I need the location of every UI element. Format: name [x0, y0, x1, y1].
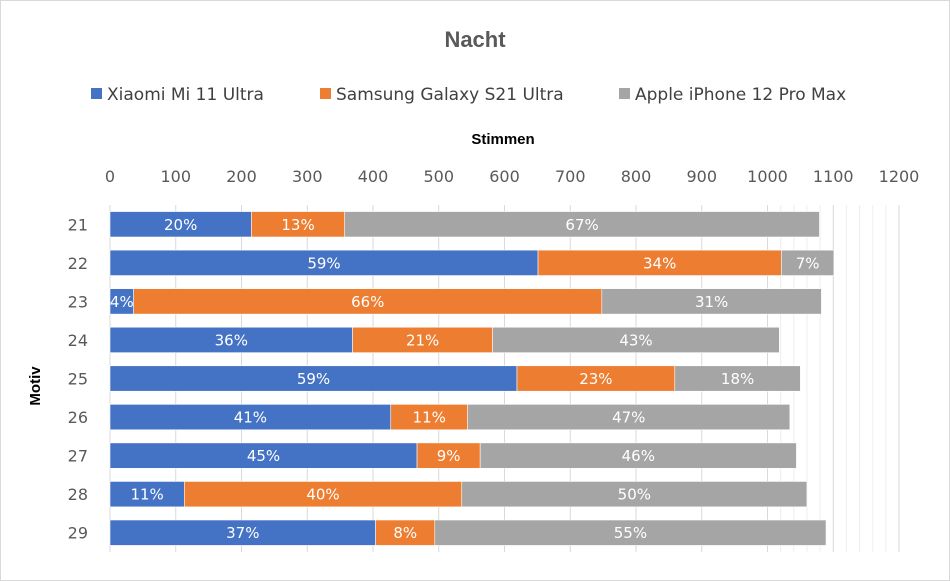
legend-swatch	[320, 88, 331, 99]
bar-segment	[352, 326, 493, 353]
y-tick-label: 27	[68, 447, 88, 466]
legend-item: Xiaomi Mi 11 Ultra	[91, 85, 264, 105]
bar-segment	[109, 481, 185, 508]
bar-segment	[109, 249, 539, 276]
bar-segment	[390, 404, 468, 431]
bar-data-label: 43%	[619, 331, 652, 349]
x-axis-ticks: 0 100 200 300 400 500 600 700 800 900 1000 1100 1200	[105, 167, 919, 186]
bar-data-label: 23%	[579, 370, 612, 388]
bar-segment	[109, 442, 418, 469]
bar-data-label: 66%	[351, 293, 384, 311]
x-tick-label: 900	[686, 167, 717, 186]
x-tick-label: 600	[489, 167, 520, 186]
x-tick-label: 800	[621, 167, 652, 186]
bar-segment	[183, 481, 463, 508]
legend-swatch	[619, 88, 630, 99]
bar-segment	[781, 249, 835, 276]
x-tick-label: 300	[292, 167, 323, 186]
bar-data-label: 11%	[130, 486, 163, 504]
x-tick-label: 400	[358, 167, 389, 186]
bar-segment	[461, 481, 808, 508]
bar-segment	[601, 288, 822, 315]
bar-data-label: 18%	[721, 370, 754, 388]
bar-data-label: 4%	[110, 293, 134, 311]
bar-data-label: 50%	[618, 486, 651, 504]
bar-segment	[251, 211, 346, 238]
bar-data-label: 59%	[307, 254, 340, 272]
y-tick-label: 22	[68, 254, 88, 273]
bar-segment	[516, 365, 676, 392]
bar-data-label: 37%	[226, 524, 259, 542]
y-tick-label: 25	[68, 370, 88, 389]
bar-segment	[416, 442, 481, 469]
bar-data-label: 55%	[614, 524, 647, 542]
x-tick-label: 1100	[813, 167, 854, 186]
bar-data-label: 59%	[297, 370, 330, 388]
bar-segment	[109, 404, 392, 431]
bar-segment	[109, 326, 353, 353]
bar-segment	[133, 288, 603, 315]
chart-title: Nacht	[444, 27, 506, 52]
bar-data-label: 9%	[437, 447, 461, 465]
bars	[109, 211, 835, 546]
bar-segment	[109, 365, 518, 392]
bar-labels: 20% 13% 67% 59% 34% 7% 4% 66% 31% 36% 21% 43% 59% 23%…	[110, 216, 820, 542]
bar-data-label: 67%	[565, 216, 598, 234]
x-tick-label: 700	[555, 167, 586, 186]
y-tick-label: 26	[68, 408, 88, 427]
legend-item: Samsung Galaxy S21 Ultra	[320, 85, 564, 105]
bar-segment	[434, 519, 827, 546]
x-tick-label: 500	[423, 167, 454, 186]
y-tick-label: 29	[68, 524, 88, 543]
y-tick-label: 24	[68, 331, 88, 350]
bar-data-label: 41%	[234, 409, 267, 427]
bar-data-label: 11%	[413, 409, 446, 427]
legend-item: Apple iPhone 12 Pro Max	[619, 85, 846, 105]
x-tick-label: 100	[160, 167, 191, 186]
bar-segment	[492, 326, 780, 353]
bar-data-label: 20%	[164, 216, 197, 234]
y-axis-title: Motiv	[27, 366, 44, 406]
bar-data-label: 47%	[612, 409, 645, 427]
bar-data-label: 45%	[247, 447, 280, 465]
bar-data-label: 13%	[281, 216, 314, 234]
bar-segment	[674, 365, 801, 392]
bar-data-label: 40%	[306, 486, 339, 504]
legend-swatch	[91, 88, 102, 99]
bar-data-label: 31%	[695, 293, 728, 311]
x-axis-title: Stimmen	[471, 131, 534, 148]
y-tick-label: 23	[68, 292, 88, 311]
y-axis-ticks: 21 22 23 24 25 26 27 28 29	[68, 215, 88, 542]
bar-data-label: 36%	[215, 331, 248, 349]
bar-segment	[479, 442, 797, 469]
bar-segment	[375, 519, 436, 546]
x-tick-label: 0	[105, 167, 115, 186]
x-tick-label: 1000	[747, 167, 788, 186]
bar-segment	[537, 249, 782, 276]
legend-label: Apple iPhone 12 Pro Max	[635, 85, 846, 105]
bar-data-label: 21%	[406, 331, 439, 349]
bar-data-label: 8%	[393, 524, 417, 542]
bar-data-label: 7%	[796, 254, 820, 272]
y-tick-label: 21	[68, 215, 88, 234]
bar-data-label: 34%	[643, 254, 676, 272]
legend-label: Xiaomi Mi 11 Ultra	[107, 85, 264, 105]
x-tick-label: 200	[226, 167, 257, 186]
legend-label: Samsung Galaxy S21 Ultra	[336, 85, 564, 105]
legend: Xiaomi Mi 11 Ultra Samsung Galaxy S21 Ult…	[91, 85, 846, 105]
bar-data-label: 46%	[622, 447, 655, 465]
x-tick-label: 1200	[879, 167, 920, 186]
bar-segment	[467, 404, 791, 431]
y-tick-label: 28	[68, 485, 88, 504]
bar-segment	[344, 211, 820, 238]
